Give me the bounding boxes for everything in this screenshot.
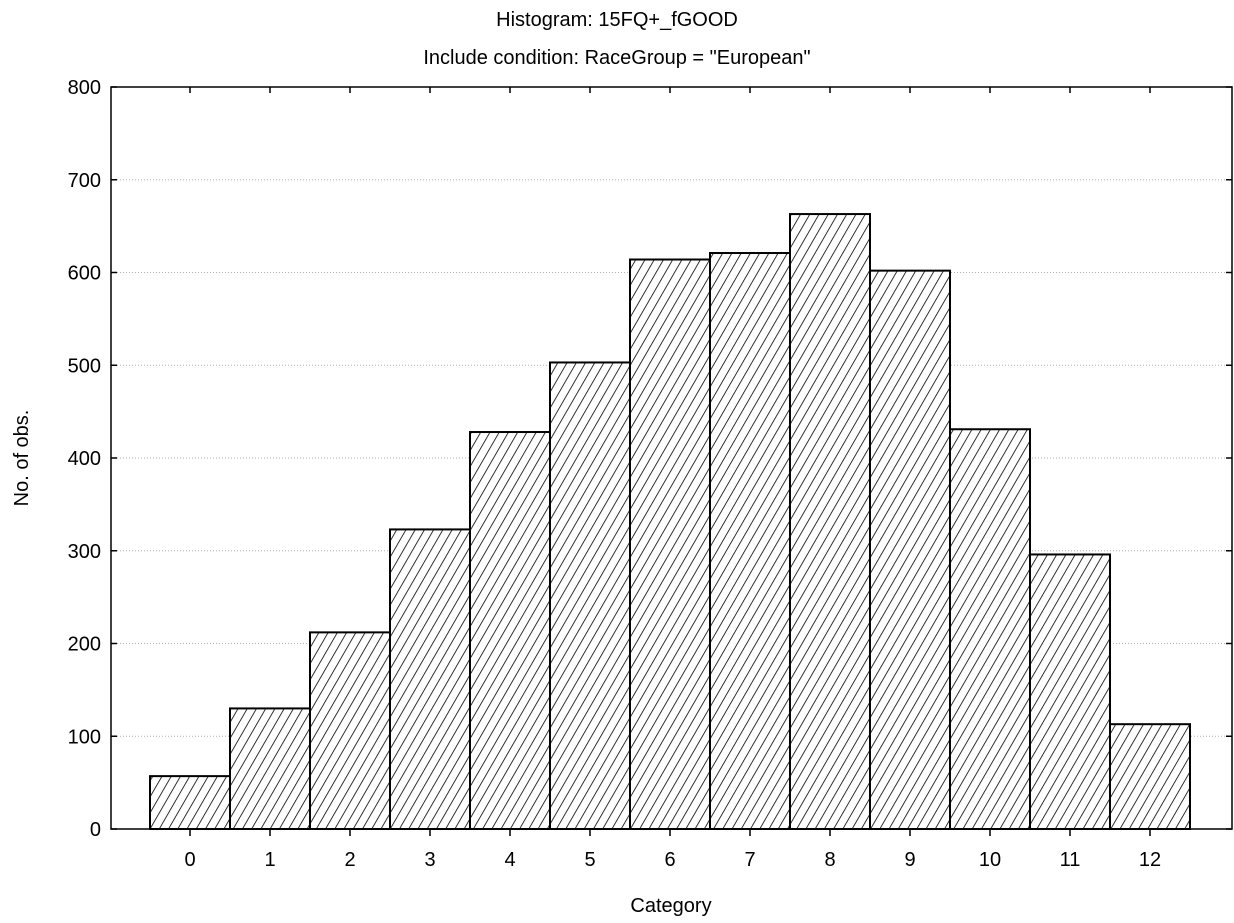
x-tick-label: 1 [264,849,275,871]
bar-category-11 [1029,553,1111,831]
bar-category-4 [469,431,551,830]
y-tick-label: 300 [68,541,101,563]
x-tick-label: 11 [1060,849,1081,871]
bar-category-3 [389,528,471,830]
chart-title: Histogram: 15FQ+_fGOOD [496,9,738,31]
y-tick-label: 400 [68,448,101,470]
y-axis-label: No. of obs. [11,410,33,507]
bar-category-0 [149,775,231,831]
y-tick-label: 800 [68,77,101,99]
bars [149,213,1191,831]
x-tick-labels: 0 1 2 3 4 5 6 7 8 9 10 11 12 [184,849,1161,871]
x-tick-label: 0 [184,849,195,871]
x-tick-label: 10 [979,849,1001,871]
bar-category-9 [869,269,951,830]
y-tick-labels: 0 100 200 300 400 500 600 700 800 [68,77,101,841]
chart-subtitle: Include condition: RaceGroup = "European… [423,47,810,69]
y-tick-label: 700 [68,170,101,192]
x-tick-label: 2 [344,849,355,871]
bar-category-6 [629,258,711,830]
bar-category-2 [309,631,391,830]
x-tick-label: 5 [584,849,595,871]
y-tick-label: 0 [90,819,101,841]
x-axis-label: Category [630,895,711,917]
bar-category-12 [1109,723,1191,831]
x-tick-label: 7 [744,849,755,871]
x-tick-label: 4 [504,849,515,871]
x-tick-label: 9 [904,849,915,871]
bar-category-7 [709,252,791,830]
bar-category-5 [549,361,631,830]
x-tick-label: 3 [424,849,435,871]
ticks [111,86,1232,836]
y-tick-label: 600 [68,263,101,285]
y-tick-label: 500 [68,355,101,377]
bar-category-10 [949,428,1031,830]
y-tick-label: 200 [68,634,101,656]
x-tick-label: 6 [664,849,675,871]
x-tick-label: 12 [1139,849,1161,871]
bar-category-1 [229,707,311,830]
x-tick-label: 8 [824,849,835,871]
y-tick-label: 100 [68,726,101,748]
bar-category-8 [789,213,871,830]
